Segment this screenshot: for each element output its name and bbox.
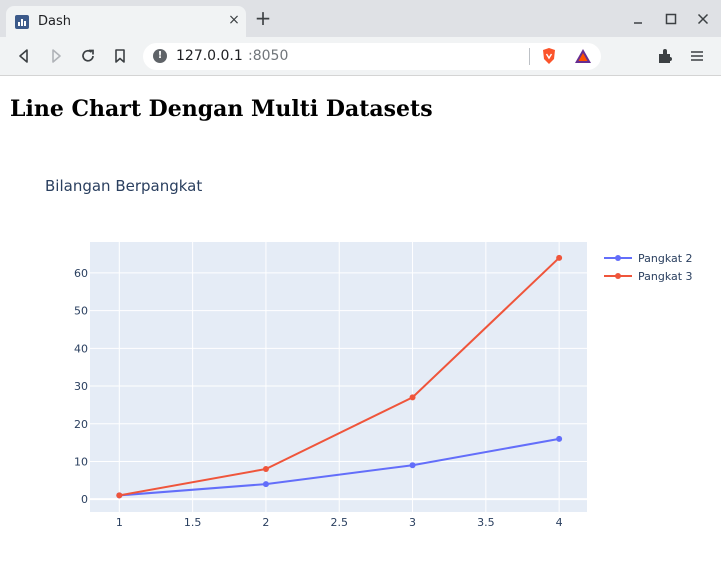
x-tick-label: 4 [556,516,563,529]
series-point [262,481,269,488]
bookmark-icon[interactable] [110,46,130,66]
chart-legend[interactable]: Pangkat 2 Pangkat 3 [604,252,693,283]
back-icon[interactable] [14,46,34,66]
legend-item-label: Pangkat 3 [638,270,693,283]
page-heading: Line Chart Dengan Multi Datasets [10,96,433,122]
series-point [116,492,123,499]
y-tick-label: 60 [74,267,88,280]
series-line [119,257,560,497]
series-point [409,394,416,401]
series-point [409,462,416,469]
legend-swatch-marker [615,273,621,279]
x-tick-label: 1 [116,516,123,529]
y-tick-label: 40 [74,342,88,355]
series-line [119,437,560,497]
x-tick-label: 1.5 [184,516,202,529]
y-tick-label: 10 [74,455,88,468]
x-tick-label: 3 [409,516,416,529]
chart-title: Bilangan Berpangkat [45,177,203,195]
site-info-icon[interactable]: ! [153,49,167,63]
y-axis-ticks: 0 10 20 30 40 50 60 [74,267,88,506]
x-tick-label: 2.5 [330,516,348,529]
y-tick-label: 20 [74,418,88,431]
series-point [262,466,269,473]
y-tick-label: 0 [81,493,88,506]
series-point [556,254,563,261]
y-tick-label: 30 [74,380,88,393]
brave-rewards-icon[interactable] [573,46,593,66]
minimize-icon[interactable] [628,9,648,29]
forward-icon[interactable] [46,46,66,66]
x-tick-label: 2 [262,516,269,529]
chart-series [116,254,563,499]
brave-shield-icon[interactable] [539,46,559,66]
legend-item-label: Pangkat 2 [638,252,693,265]
address-bar[interactable]: ! 127.0.0.1 :8050 [143,43,601,70]
tab-close-icon[interactable]: × [228,12,240,28]
url-host: 127.0.0.1 [176,48,243,64]
maximize-icon[interactable] [661,9,681,29]
omnibox-divider [529,48,530,65]
dash-favicon-icon [15,15,29,29]
url-port: :8050 [248,48,289,64]
x-axis-ticks: 1 1.5 2 2.5 3 3.5 4 [116,516,563,529]
browser-tab[interactable]: Dash × [6,6,246,37]
window-close-icon[interactable] [693,9,713,29]
x-tick-label: 3.5 [477,516,495,529]
new-tab-button[interactable]: + [254,6,272,30]
series-point [556,435,563,442]
reload-icon[interactable] [78,46,98,66]
tab-title: Dash [38,14,71,29]
tab-strip: Dash × + [0,0,721,37]
extensions-icon[interactable] [655,46,675,66]
y-tick-label: 50 [74,305,88,318]
legend-swatch-marker [615,255,621,261]
plot-area [90,242,587,512]
menu-icon[interactable] [687,46,707,66]
browser-toolbar: ! 127.0.0.1 :8050 [0,37,721,76]
